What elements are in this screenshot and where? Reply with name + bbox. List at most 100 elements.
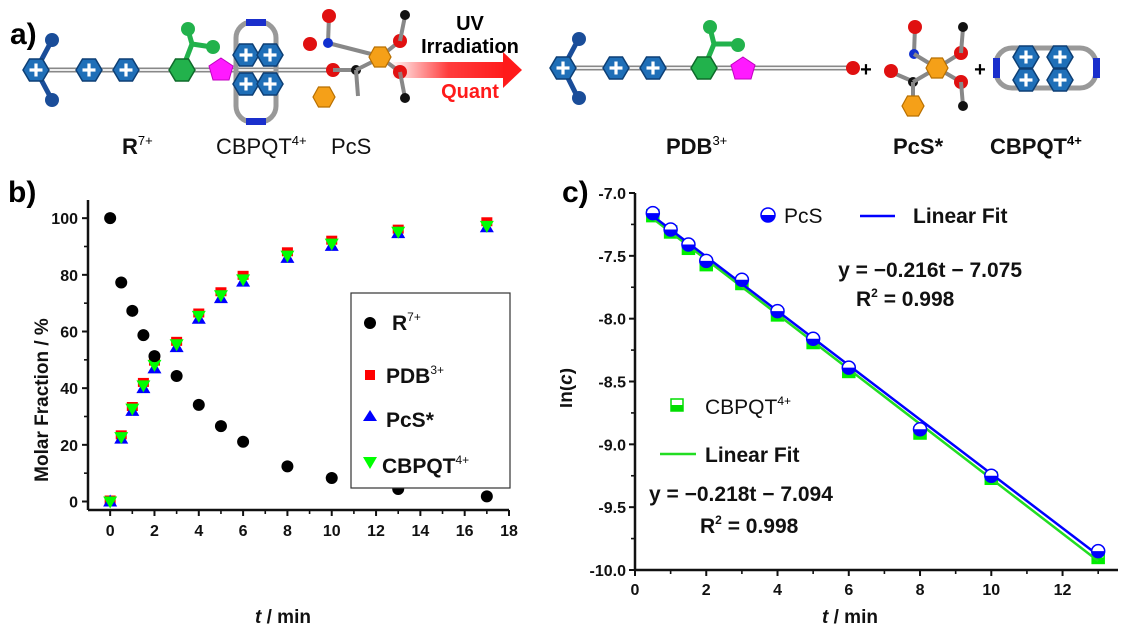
x-tick-label: 10: [323, 523, 341, 540]
label-cbpqt-free: CBPQT4+: [990, 133, 1082, 159]
y-tick-label: -8.5: [598, 375, 626, 392]
y-tick-label: -9.0: [598, 437, 626, 454]
x-tick-label: 0: [106, 523, 115, 540]
x-tick-label: 14: [411, 523, 429, 540]
data-point-r: [126, 304, 139, 317]
data-point-r: [170, 369, 183, 382]
chart-c-ylabel: ln(c): [560, 368, 577, 408]
pcs-star-molecule: [884, 20, 968, 117]
x-tick-label: 10: [982, 582, 1000, 599]
data-point-pcs: [663, 222, 678, 237]
x-tick-label: 12: [1054, 582, 1072, 599]
chart-b-legend: R7+ PDB3+ PcS* CBPQT4+: [350, 292, 511, 489]
legend-label-pcs-star: PcS*: [386, 409, 435, 432]
plus-sign-2: +: [974, 59, 986, 81]
data-point-r: [148, 350, 161, 363]
legend-label-pcs-fit: Linear Fit: [913, 205, 1008, 228]
cbpqt-ring-free: [993, 45, 1100, 92]
y-tick-label: 20: [60, 438, 78, 455]
molar-fraction-chart: b) 0 2 4 6 8 10 12 14 16 18 0 20 40 60 80 100 Molar Fra…: [8, 176, 518, 628]
data-point-r: [115, 276, 128, 289]
data-point-r: [192, 398, 205, 411]
y-tick-label: 80: [60, 268, 78, 285]
data-point-cbpqt: [103, 496, 118, 509]
label-pcs: PcS: [331, 134, 371, 159]
legend-label-cbpqt-fit: Linear Fit: [705, 444, 800, 467]
data-point-r: [104, 212, 117, 225]
data-point-cbpqt: [479, 220, 494, 233]
arrow-label-uv: UV: [456, 13, 484, 35]
x-tick-label: 12: [367, 523, 385, 540]
chart-c-marks: [645, 205, 1106, 565]
panel-c-label: c): [562, 176, 589, 209]
data-point-pcs: [645, 205, 661, 221]
data-point-cbpqt: [236, 274, 251, 287]
y-tick-label: -9.5: [598, 500, 626, 517]
y-tick-label: 40: [60, 381, 78, 398]
data-point-r: [137, 329, 150, 342]
panel-a-label: a): [10, 18, 37, 51]
label-pdb3: PDB3+: [666, 133, 727, 159]
data-point-r: [325, 471, 338, 484]
label-r7: R7+: [122, 133, 153, 159]
x-tick-label: 4: [194, 523, 203, 540]
chart-b-marks: [103, 212, 494, 509]
chart-c-legend-pcs: PcS Linear Fit y = −0.216t − 7.075 R2 = …: [760, 205, 1022, 311]
arrow-label-irradiation: Irradiation: [421, 36, 519, 58]
legend-label-r7: R7+: [392, 310, 421, 335]
data-point-r: [281, 460, 294, 473]
data-point-pcs: [681, 237, 696, 252]
legend-marker-cbpqt: [363, 457, 377, 469]
fit-line-cbpqt: [652, 217, 1099, 562]
data-point-r: [480, 490, 493, 503]
data-point-pcs: [734, 272, 750, 287]
data-point-pcs: [805, 331, 821, 347]
y-tick-label: 60: [60, 325, 78, 342]
chart-b-ylabel: Molar Fraction / %: [32, 318, 53, 482]
label-pcs-star: PcS*: [893, 134, 944, 159]
x-tick-label: 8: [283, 523, 292, 540]
cbpqt-fit-equation: y = −0.218t − 7.094: [649, 483, 833, 506]
data-point-cbpqt: [324, 238, 339, 251]
legend-label-pdb3: PDB3+: [386, 363, 444, 388]
legend-marker-r7: [364, 317, 376, 329]
chart-b-xlabel: t / min: [255, 607, 311, 628]
ln-concentration-chart: c) 0 2 4 6 8 10 12 -7.0 -7.5 -8.0 -8.5 -9.0 -9.5 -10.…: [560, 176, 1118, 628]
y-tick-label: -7.0: [598, 186, 626, 203]
x-tick-label: 0: [631, 582, 640, 599]
data-point-cbpqt: [213, 290, 228, 303]
data-point-cbpqt: [147, 359, 162, 372]
chart-c-legend-cbpqt: CBPQT4+ Linear Fit y = −0.218t − 7.094 R…: [649, 394, 833, 538]
x-tick-label: 6: [239, 523, 248, 540]
data-point-cbpqt: [169, 339, 184, 352]
rotaxane-r7-molecule: [22, 9, 410, 125]
data-point-cbpqt: [114, 432, 129, 445]
plus-sign-1: +: [860, 59, 872, 81]
data-point-r: [214, 420, 227, 433]
data-point-cbpqt: [280, 250, 295, 263]
data-point-cbpqt: [391, 226, 406, 239]
cbpqt-fit-r2: R2 = 0.998: [700, 513, 799, 538]
arrow-label-quant: Quant: [441, 81, 499, 103]
data-point-cbpqt: [191, 310, 206, 323]
data-point-pcs: [984, 468, 999, 483]
chart-c-xlabel: t / min: [822, 607, 878, 628]
x-tick-label: 16: [456, 523, 474, 540]
y-tick-label: -7.5: [598, 249, 626, 266]
y-tick-label: -10.0: [590, 563, 627, 580]
data-point-pcs: [1090, 543, 1106, 559]
pcs-fit-equation: y = −0.216t − 7.075: [838, 259, 1022, 282]
x-tick-label: 2: [702, 582, 711, 599]
data-point-pcs: [770, 303, 785, 319]
pcs-fit-r2: R2 = 0.998: [856, 286, 955, 311]
chart-b-axes: 0 2 4 6 8 10 12 14 16 18 0 20 40 60 80 100: [51, 200, 518, 540]
legend-label-pcs: PcS: [784, 205, 823, 228]
y-tick-label: -8.0: [598, 312, 626, 329]
legend-label-cbpqt: CBPQT4+: [382, 453, 469, 478]
fit-line-pcs: [652, 215, 1099, 557]
data-point-cbpqt: [136, 380, 151, 393]
chart-c-axes: 0 2 4 6 8 10 12 -7.0 -7.5 -8.0 -8.5 -9.0 -9.5 -10.0: [590, 186, 1118, 599]
panel-b-label: b): [8, 176, 36, 209]
x-tick-label: 8: [916, 582, 925, 599]
data-point-pcs: [912, 422, 928, 437]
